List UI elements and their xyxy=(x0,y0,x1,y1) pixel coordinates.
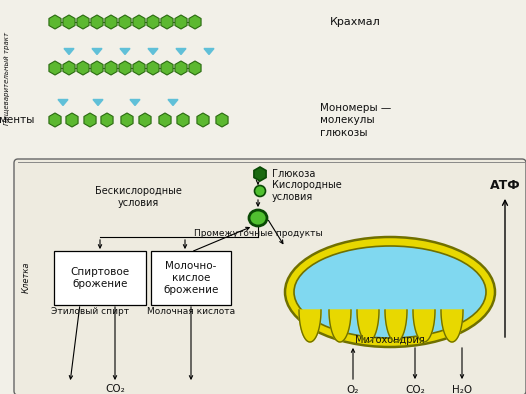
Polygon shape xyxy=(64,48,74,54)
Polygon shape xyxy=(77,61,89,75)
Polygon shape xyxy=(63,15,75,29)
Text: O₂: O₂ xyxy=(347,385,359,394)
FancyBboxPatch shape xyxy=(14,159,526,394)
Polygon shape xyxy=(84,113,96,127)
Polygon shape xyxy=(91,61,103,75)
Polygon shape xyxy=(168,100,178,106)
Polygon shape xyxy=(101,113,113,127)
Text: CO₂: CO₂ xyxy=(105,384,125,394)
Text: Пищеварительный тракт: Пищеварительный тракт xyxy=(4,32,10,125)
Ellipse shape xyxy=(249,210,267,226)
Text: Глюкоза: Глюкоза xyxy=(272,169,316,179)
Polygon shape xyxy=(189,61,201,75)
Polygon shape xyxy=(176,48,186,54)
Polygon shape xyxy=(133,15,145,29)
Polygon shape xyxy=(130,100,140,106)
Polygon shape xyxy=(119,61,131,75)
Polygon shape xyxy=(161,15,173,29)
Polygon shape xyxy=(120,48,130,54)
FancyBboxPatch shape xyxy=(0,0,526,162)
Polygon shape xyxy=(147,61,159,75)
Polygon shape xyxy=(133,61,145,75)
Polygon shape xyxy=(77,15,89,29)
Polygon shape xyxy=(161,61,173,75)
Polygon shape xyxy=(121,113,133,127)
Text: Мономеры —
молекулы
глюкозы: Мономеры — молекулы глюкозы xyxy=(320,103,391,138)
Polygon shape xyxy=(105,61,117,75)
Polygon shape xyxy=(63,61,75,75)
Polygon shape xyxy=(216,113,228,127)
Polygon shape xyxy=(159,113,171,127)
Polygon shape xyxy=(49,61,61,75)
Polygon shape xyxy=(189,15,201,29)
Polygon shape xyxy=(105,15,117,29)
Text: Митохондрия: Митохондрия xyxy=(355,335,425,345)
Polygon shape xyxy=(177,113,189,127)
Polygon shape xyxy=(175,61,187,75)
Polygon shape xyxy=(119,15,131,29)
Polygon shape xyxy=(204,48,214,54)
Polygon shape xyxy=(66,113,78,127)
Ellipse shape xyxy=(294,246,486,338)
Text: Клетка: Клетка xyxy=(22,261,31,293)
Text: CO₂: CO₂ xyxy=(405,385,425,394)
Text: АТФ: АТФ xyxy=(490,178,520,191)
Text: H₂O: H₂O xyxy=(452,385,472,394)
Ellipse shape xyxy=(255,186,266,197)
Text: Кислородные
условия: Кислородные условия xyxy=(272,180,342,202)
Text: Промежуточные продукты: Промежуточные продукты xyxy=(194,229,322,238)
Text: Бескислородные
условия: Бескислородные условия xyxy=(95,186,181,208)
Polygon shape xyxy=(357,310,379,342)
FancyBboxPatch shape xyxy=(151,251,231,305)
Text: Молочно-
кислое
брожение: Молочно- кислое брожение xyxy=(163,260,219,296)
Polygon shape xyxy=(49,113,61,127)
Polygon shape xyxy=(139,113,151,127)
Polygon shape xyxy=(413,310,435,342)
Polygon shape xyxy=(147,15,159,29)
Text: Этиловый спирт: Этиловый спирт xyxy=(51,307,129,316)
Polygon shape xyxy=(175,15,187,29)
Polygon shape xyxy=(91,15,103,29)
Polygon shape xyxy=(197,113,209,127)
Polygon shape xyxy=(148,48,158,54)
Text: Крахмал: Крахмал xyxy=(330,17,381,27)
Polygon shape xyxy=(254,167,266,181)
Text: Спиртовое
брожение: Спиртовое брожение xyxy=(70,267,129,289)
Polygon shape xyxy=(58,100,68,106)
Polygon shape xyxy=(329,310,351,342)
FancyBboxPatch shape xyxy=(54,251,146,305)
Polygon shape xyxy=(92,48,102,54)
Polygon shape xyxy=(49,15,61,29)
Text: Молочная кислота: Молочная кислота xyxy=(147,307,235,316)
Text: Ферменты: Ферменты xyxy=(0,115,35,125)
Polygon shape xyxy=(385,310,407,342)
Polygon shape xyxy=(93,100,103,106)
Polygon shape xyxy=(299,310,321,342)
Polygon shape xyxy=(441,310,463,342)
Ellipse shape xyxy=(285,237,495,347)
